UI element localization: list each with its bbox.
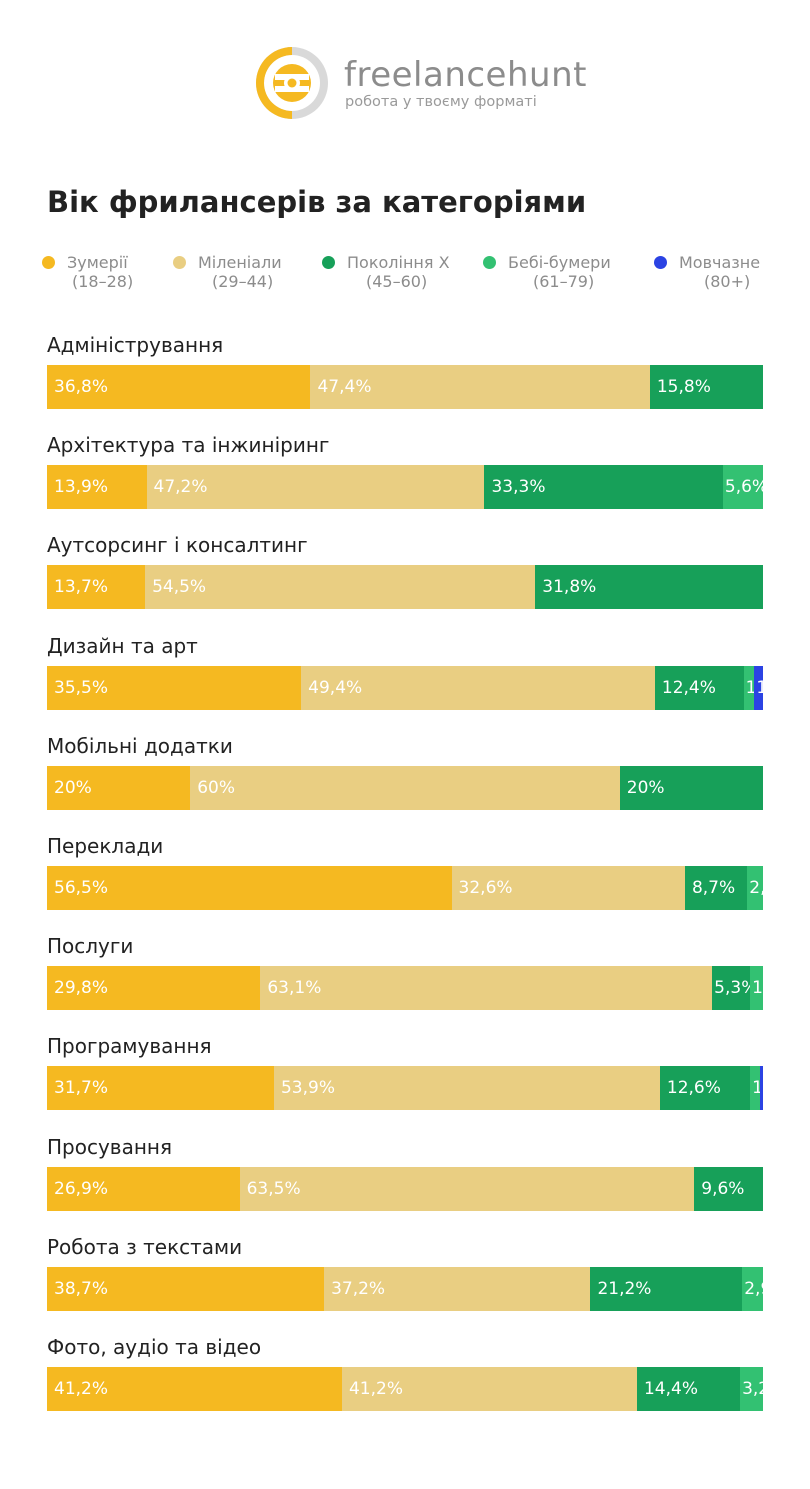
bar-segment: 5,3% xyxy=(712,966,751,1011)
freelancehunt-logo-icon xyxy=(255,46,328,119)
bar-segment: 36,8% xyxy=(47,365,311,409)
legend-label: Бебі-бумери xyxy=(508,253,611,272)
legend-range: (29–44) xyxy=(212,272,274,291)
bar-segment: 9,6% xyxy=(694,1166,763,1211)
legend-dot-icon xyxy=(42,256,55,269)
bar-segment: 29,8% xyxy=(47,966,261,1011)
brand-tagline: робота у твоєму форматі xyxy=(345,94,537,110)
bar-segment: 37,2% xyxy=(324,1266,591,1311)
bar-segment: 14,4% xyxy=(636,1367,741,1411)
legend-dot-icon xyxy=(173,256,186,269)
bar-segment: 1,2% xyxy=(754,665,763,710)
legend-dot-icon xyxy=(322,256,335,269)
bar-segment: 13,9% xyxy=(47,465,147,510)
category-label: Переклади xyxy=(47,834,164,858)
bar-segment: 41,2% xyxy=(341,1367,637,1411)
bar-segment: 2,2% xyxy=(747,866,763,910)
brand-name: freelancehunt xyxy=(344,55,587,95)
bar-segment: 63,5% xyxy=(239,1166,695,1211)
category-label: Фото, аудіо та відео xyxy=(47,1335,262,1359)
bar-segment: 12,6% xyxy=(659,1066,751,1111)
legend-dot-icon xyxy=(483,256,496,269)
bar-segment: 41,2% xyxy=(47,1367,342,1411)
category-label: Архітектура та інжиніринг xyxy=(47,433,330,458)
category-label: Адміністрування xyxy=(47,333,224,357)
bar-segment: 56,5% xyxy=(47,866,452,910)
bar-segment: 15,8% xyxy=(649,365,763,409)
bar-segment: 1,8% xyxy=(750,966,763,1011)
bar-segment: 8,7% xyxy=(684,866,748,910)
bar-segment: 1,4% xyxy=(750,1066,761,1111)
bar-segment: 35,5% xyxy=(47,665,302,710)
bar-segment: 21,2% xyxy=(590,1266,743,1311)
legend-range: (18–28) xyxy=(72,272,134,291)
brand-logo: freelancehunt робота у твоєму форматі xyxy=(253,44,586,124)
chart-legend: Зумерії (18–28) Міленіали (29–44) Покоління … xyxy=(0,253,810,297)
bar-segment: 12,4% xyxy=(654,665,744,710)
category-label: Мобільні додатки xyxy=(47,733,233,758)
legend-dot-icon xyxy=(654,256,667,269)
bar-segment: 63,1% xyxy=(260,966,713,1011)
bar-segment: 47,2% xyxy=(146,465,485,510)
bar-segment: 49,4% xyxy=(301,665,655,710)
bar-segment: 2,9% xyxy=(742,1266,763,1311)
bar-segment: 1,5% xyxy=(743,665,755,710)
bar-segment: 33,3% xyxy=(484,465,723,510)
legend-label: Покоління X xyxy=(347,253,450,272)
chart-title: Вік фрилансерів за категоріями xyxy=(47,185,587,219)
bar-segment: 53,9% xyxy=(273,1066,660,1111)
category-label: Дизайн та арт xyxy=(47,633,198,658)
bar-segment: 32,6% xyxy=(451,866,685,910)
legend-label: Міленіали xyxy=(198,253,282,272)
category-label: Програмування xyxy=(47,1034,212,1059)
legend-label: Мовчазне xyxy=(679,253,761,272)
bar-segment: 38,7% xyxy=(47,1266,325,1311)
bar-segment: 31,7% xyxy=(47,1066,274,1111)
bar-segment: 31,8% xyxy=(535,565,763,610)
legend-range: (45–60) xyxy=(366,272,428,291)
category-label: Робота з текстами xyxy=(47,1234,243,1259)
bar-segment: 60% xyxy=(190,765,620,810)
bar-segment: 26,9% xyxy=(47,1166,240,1211)
legend-label: Зумерії xyxy=(67,253,128,272)
legend-range: (80+) xyxy=(704,272,751,291)
bar-segment: 54,5% xyxy=(145,565,536,610)
bar-segment: 5,6% xyxy=(722,465,763,510)
bar-segment: 0,4% xyxy=(760,1066,763,1111)
bar-segment: 20% xyxy=(619,765,763,810)
category-label: Послуги xyxy=(47,934,134,959)
legend-range: (61–79) xyxy=(533,272,595,291)
bar-segment: 47,4% xyxy=(310,365,650,409)
bar-segment: 20% xyxy=(47,765,191,810)
category-label: Просування xyxy=(47,1134,173,1159)
bar-segment: 3,2% xyxy=(740,1367,763,1411)
bar-segment: 13,7% xyxy=(47,565,146,610)
category-label: Аутсорсинг і консалтинг xyxy=(47,533,308,558)
